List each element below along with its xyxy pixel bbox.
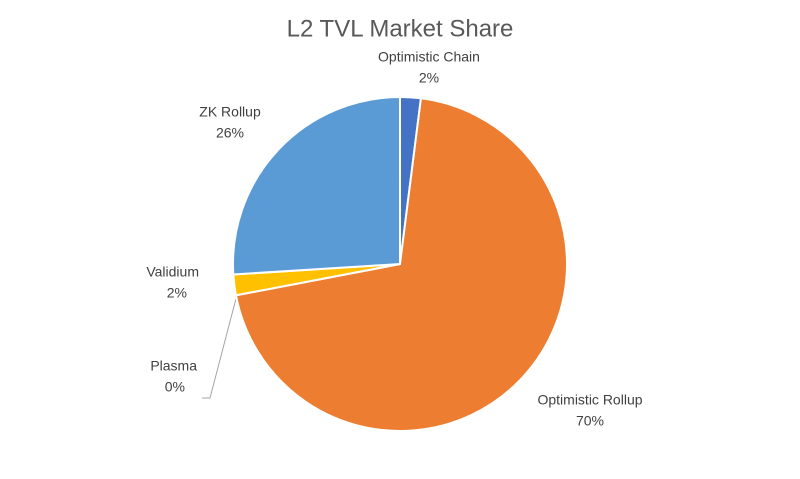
pie-slice	[234, 97, 568, 432]
value-label: 70%	[576, 413, 604, 429]
pie-slice	[232, 95, 401, 276]
slice-label: Plasma	[150, 358, 197, 374]
slice-label: Optimistic Rollup	[537, 392, 642, 408]
value-label: 2%	[419, 70, 439, 86]
slice-label: Optimistic Chain	[378, 49, 480, 65]
slice-label: Validium	[146, 264, 199, 280]
value-label: 2%	[167, 285, 187, 301]
leader-line	[202, 290, 239, 399]
value-label: 26%	[216, 125, 244, 141]
value-label: 0%	[165, 379, 185, 395]
chart-title: L2 TVL Market Share	[287, 15, 514, 42]
slice-label: ZK Rollup	[199, 104, 261, 120]
